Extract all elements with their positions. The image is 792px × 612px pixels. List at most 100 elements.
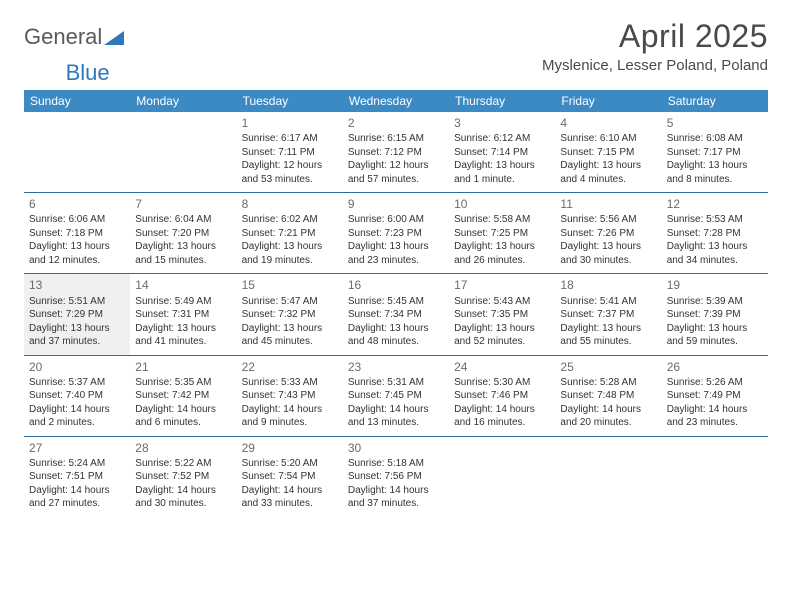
sunset-text: Sunset: 7:15 PM <box>560 146 656 160</box>
daylight-text: Daylight: 13 hours and 37 minutes. <box>29 322 125 349</box>
daylight-text: Daylight: 14 hours and 13 minutes. <box>348 403 444 430</box>
weekday-header: Monday <box>130 90 236 112</box>
calendar-cell: 11Sunrise: 5:56 AMSunset: 7:26 PMDayligh… <box>555 193 661 274</box>
calendar-cell: 20Sunrise: 5:37 AMSunset: 7:40 PMDayligh… <box>24 355 130 436</box>
sunset-text: Sunset: 7:18 PM <box>29 227 125 241</box>
daylight-text: Daylight: 13 hours and 30 minutes. <box>560 240 656 267</box>
daylight-text: Daylight: 13 hours and 34 minutes. <box>667 240 763 267</box>
daylight-text: Daylight: 13 hours and 8 minutes. <box>667 159 763 186</box>
daylight-text: Daylight: 13 hours and 23 minutes. <box>348 240 444 267</box>
day-number: 20 <box>29 359 125 375</box>
sunrise-text: Sunrise: 5:39 AM <box>667 295 763 309</box>
day-number: 30 <box>348 440 444 456</box>
calendar-body: 1Sunrise: 6:17 AMSunset: 7:11 PMDaylight… <box>24 112 768 517</box>
sunrise-text: Sunrise: 5:45 AM <box>348 295 444 309</box>
calendar-cell: 18 Sunrise: 5:41 AMSunset: 7:37 PMDayligh… <box>555 274 661 355</box>
calendar-cell <box>449 436 555 517</box>
day-number: 27 <box>29 440 125 456</box>
daylight-text: Daylight: 14 hours and 16 minutes. <box>454 403 550 430</box>
daylight-text: Daylight: 14 hours and 27 minutes. <box>29 484 125 511</box>
daylight-text: Daylight: 13 hours and 26 minutes. <box>454 240 550 267</box>
daylight-text: Daylight: 13 hours and 12 minutes. <box>29 240 125 267</box>
day-number: 23 <box>348 359 444 375</box>
calendar-cell: 21Sunrise: 5:35 AMSunset: 7:42 PMDayligh… <box>130 355 236 436</box>
weekday-header-row: Sunday Monday Tuesday Wednesday Thursday… <box>24 90 768 112</box>
sunset-text: Sunset: 7:23 PM <box>348 227 444 241</box>
daylight-text: Daylight: 14 hours and 33 minutes. <box>242 484 338 511</box>
day-number: 7 <box>135 196 231 212</box>
sunrise-text: Sunrise: 5:31 AM <box>348 376 444 390</box>
calendar-cell: 19Sunrise: 5:39 AMSunset: 7:39 PMDayligh… <box>662 274 768 355</box>
sunrise-text: Sunrise: 5:35 AM <box>135 376 231 390</box>
sunrise-text: Sunrise: 5:24 AM <box>29 457 125 471</box>
sunset-text: Sunset: 7:20 PM <box>135 227 231 241</box>
daylight-text: Daylight: 13 hours and 55 minutes. <box>560 322 656 349</box>
calendar-cell: 5Sunrise: 6:08 AMSunset: 7:17 PMDaylight… <box>662 112 768 193</box>
calendar-cell: 2Sunrise: 6:15 AMSunset: 7:12 PMDaylight… <box>343 112 449 193</box>
calendar-cell <box>130 112 236 193</box>
sunset-text: Sunset: 7:25 PM <box>454 227 550 241</box>
sunrise-text: Sunrise: 5:22 AM <box>135 457 231 471</box>
sunrise-text: Sunrise: 6:17 AM <box>242 132 338 146</box>
logo: General <box>24 18 126 50</box>
sunset-text: Sunset: 7:45 PM <box>348 389 444 403</box>
day-number: 14 <box>135 277 231 293</box>
sunset-text: Sunset: 7:37 PM <box>560 308 656 322</box>
daylight-text: Daylight: 13 hours and 1 minute. <box>454 159 550 186</box>
sunrise-text: Sunrise: 6:00 AM <box>348 213 444 227</box>
day-number: 24 <box>454 359 550 375</box>
calendar-cell: 15Sunrise: 5:47 AMSunset: 7:32 PMDayligh… <box>237 274 343 355</box>
weekday-header: Friday <box>555 90 661 112</box>
logo-part2-wrap: GenBlue <box>24 60 768 86</box>
calendar-cell <box>662 436 768 517</box>
calendar-cell: 6Sunrise: 6:06 AMSunset: 7:18 PMDaylight… <box>24 193 130 274</box>
day-number: 28 <box>135 440 231 456</box>
calendar-row: 1Sunrise: 6:17 AMSunset: 7:11 PMDaylight… <box>24 112 768 193</box>
calendar-cell: 9Sunrise: 6:00 AMSunset: 7:23 PMDaylight… <box>343 193 449 274</box>
calendar-cell: 22Sunrise: 5:33 AMSunset: 7:43 PMDayligh… <box>237 355 343 436</box>
daylight-text: Daylight: 14 hours and 37 minutes. <box>348 484 444 511</box>
daylight-text: Daylight: 13 hours and 15 minutes. <box>135 240 231 267</box>
sunrise-text: Sunrise: 5:51 AM <box>29 295 125 309</box>
sunrise-text: Sunrise: 6:04 AM <box>135 213 231 227</box>
sunrise-text: Sunrise: 5:28 AM <box>560 376 656 390</box>
day-number: 9 <box>348 196 444 212</box>
calendar-row: 27Sunrise: 5:24 AMSunset: 7:51 PMDayligh… <box>24 436 768 517</box>
calendar-cell: 30Sunrise: 5:18 AMSunset: 7:56 PMDayligh… <box>343 436 449 517</box>
sunrise-text: Sunrise: 5:49 AM <box>135 295 231 309</box>
calendar-cell: 16Sunrise: 5:45 AMSunset: 7:34 PMDayligh… <box>343 274 449 355</box>
day-number: 21 <box>135 359 231 375</box>
calendar-cell: 25Sunrise: 5:28 AMSunset: 7:48 PMDayligh… <box>555 355 661 436</box>
sunrise-text: Sunrise: 5:41 AM <box>560 295 656 309</box>
calendar-row: 13Sunrise: 5:51 AMSunset: 7:29 PMDayligh… <box>24 274 768 355</box>
day-number: 15 <box>242 277 338 293</box>
day-number: 26 <box>667 359 763 375</box>
sunrise-text: Sunrise: 5:37 AM <box>29 376 125 390</box>
logo-part1: General <box>24 24 102 50</box>
daylight-text: Daylight: 14 hours and 20 minutes. <box>560 403 656 430</box>
sunrise-text: Sunrise: 5:18 AM <box>348 457 444 471</box>
calendar-row: 20Sunrise: 5:37 AMSunset: 7:40 PMDayligh… <box>24 355 768 436</box>
sunrise-text: Sunrise: 6:08 AM <box>667 132 763 146</box>
sunrise-text: Sunrise: 5:56 AM <box>560 213 656 227</box>
sunrise-text: Sunrise: 5:30 AM <box>454 376 550 390</box>
calendar-cell: 13Sunrise: 5:51 AMSunset: 7:29 PMDayligh… <box>24 274 130 355</box>
day-number: 17 <box>454 277 550 293</box>
daylight-text: Daylight: 14 hours and 9 minutes. <box>242 403 338 430</box>
daylight-text: Daylight: 13 hours and 59 minutes. <box>667 322 763 349</box>
calendar-cell: 10Sunrise: 5:58 AMSunset: 7:25 PMDayligh… <box>449 193 555 274</box>
day-number: 12 <box>667 196 763 212</box>
sunset-text: Sunset: 7:26 PM <box>560 227 656 241</box>
weekday-header: Wednesday <box>343 90 449 112</box>
sunset-text: Sunset: 7:31 PM <box>135 308 231 322</box>
calendar-cell: 8Sunrise: 6:02 AMSunset: 7:21 PMDaylight… <box>237 193 343 274</box>
sunset-text: Sunset: 7:32 PM <box>242 308 338 322</box>
daylight-text: Daylight: 13 hours and 48 minutes. <box>348 322 444 349</box>
day-number: 13 <box>29 277 125 293</box>
daylight-text: Daylight: 13 hours and 19 minutes. <box>242 240 338 267</box>
daylight-text: Daylight: 14 hours and 30 minutes. <box>135 484 231 511</box>
weekday-header: Thursday <box>449 90 555 112</box>
day-number: 18 <box>560 277 656 293</box>
daylight-text: Daylight: 13 hours and 52 minutes. <box>454 322 550 349</box>
sunset-text: Sunset: 7:14 PM <box>454 146 550 160</box>
